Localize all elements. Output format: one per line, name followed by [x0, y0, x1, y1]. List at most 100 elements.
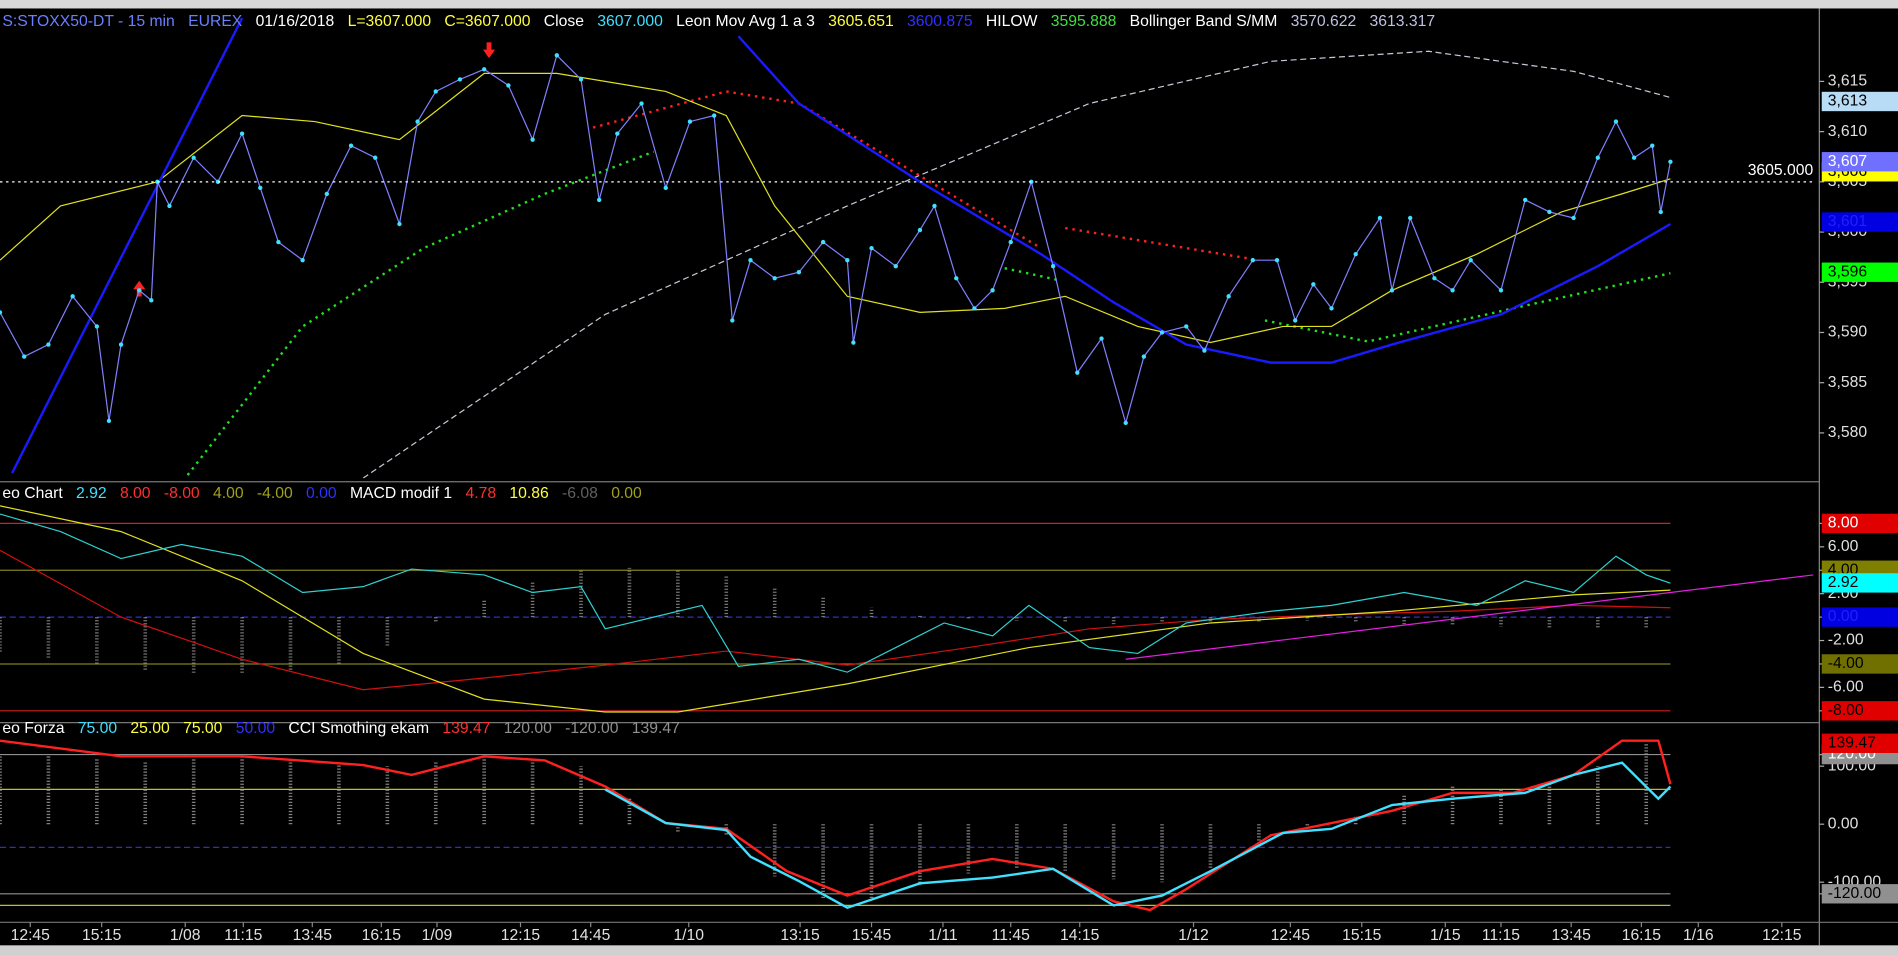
- price-point: [239, 131, 245, 136]
- price-point: [772, 276, 777, 281]
- price-tag: [1821, 152, 1898, 172]
- legend-item: 3570.622: [1291, 13, 1357, 30]
- legend-item: Bollinger Band S/MM: [1130, 13, 1278, 30]
- x-tick-label: 12:45: [11, 927, 51, 944]
- legend-item: 10.86: [509, 485, 549, 502]
- price-point: [1595, 155, 1600, 160]
- price-tag-label: 3,613: [1828, 93, 1868, 110]
- legend-item: 3600.875: [907, 13, 973, 30]
- price-point: [1008, 239, 1013, 245]
- x-tick-label: 12:45: [1271, 927, 1311, 944]
- x-tick-label: 1/10: [673, 927, 704, 944]
- price-tag-label: 3,607: [1828, 153, 1867, 170]
- price-tag-label: -120.00: [1828, 885, 1882, 902]
- price-point: [106, 418, 112, 424]
- scrollbar[interactable]: [0, 945, 1898, 955]
- x-tick-label: 1/08: [170, 927, 201, 944]
- x-tick-label: 1/11: [928, 927, 957, 944]
- price-point: [1050, 264, 1056, 269]
- legend-item: 01/16/2018: [256, 13, 335, 30]
- reference-label: 3605.000: [1748, 162, 1814, 179]
- price-point: [596, 197, 602, 203]
- legend-item: 3605.651: [828, 13, 894, 30]
- legend-item: EUREX: [188, 13, 243, 30]
- y-tick-label: 3,610: [1828, 123, 1868, 140]
- price-point: [1123, 420, 1128, 426]
- legend-item: 3595.888: [1051, 13, 1117, 30]
- price-tag: [1821, 513, 1898, 534]
- price-tag: [1821, 573, 1898, 593]
- price-point: [1184, 324, 1189, 329]
- price-point: [1432, 276, 1437, 281]
- x-tick-label: 12:15: [1762, 927, 1802, 944]
- price-point: [70, 294, 75, 299]
- price-point: [1311, 282, 1316, 287]
- price-point: [578, 77, 584, 82]
- price-tag-label: -4.00: [1828, 655, 1864, 672]
- series-line: [0, 739, 1672, 912]
- price-point: [397, 221, 402, 227]
- legend-item: -4.00: [257, 485, 293, 502]
- legend-item: 4.78: [465, 485, 496, 502]
- y-tick-label: -2.00: [1828, 632, 1864, 649]
- price-point: [1226, 294, 1231, 299]
- price-point: [1650, 143, 1655, 148]
- price-point: [415, 119, 420, 124]
- price-point: [0, 310, 3, 315]
- legend-item: -6.08: [562, 485, 598, 502]
- price-point: [94, 324, 100, 329]
- x-tick-label: 1/16: [1683, 927, 1714, 944]
- legend-item: 25.00: [130, 720, 170, 737]
- price-point: [276, 239, 281, 245]
- series-line: [362, 50, 1671, 479]
- price-point: [1293, 318, 1298, 323]
- price-point: [167, 203, 172, 209]
- price-tag: [1821, 212, 1898, 232]
- y-tick-label: 3,590: [1828, 324, 1868, 341]
- price-point: [687, 119, 693, 124]
- price-tag-label: -8.00: [1828, 702, 1864, 719]
- price-point: [1408, 215, 1413, 221]
- price-point: [1075, 370, 1080, 375]
- y-tick-label: 3,580: [1828, 424, 1868, 441]
- price-point: [917, 227, 923, 233]
- price-point: [1329, 306, 1334, 311]
- series-line: [0, 72, 1671, 344]
- x-tick-label: 13:45: [1552, 927, 1592, 944]
- x-tick-label: 13:45: [293, 927, 333, 944]
- price-point: [639, 101, 644, 106]
- price-point: [869, 245, 874, 251]
- price-point: [457, 77, 463, 82]
- x-tick-label: 15:15: [82, 927, 122, 944]
- toolbar[interactable]: [0, 0, 1898, 9]
- price-point: [324, 191, 330, 197]
- price-tag: [1821, 262, 1898, 282]
- price-point: [22, 354, 27, 359]
- price-point: [972, 306, 977, 311]
- price-point: [663, 185, 668, 191]
- price-point: [1631, 155, 1637, 160]
- legend-item: eo Forza: [2, 720, 64, 737]
- price-point: [1547, 209, 1552, 215]
- price-point: [258, 185, 263, 191]
- x-tick-label: 15:45: [852, 927, 892, 944]
- series-line: [11, 17, 1672, 474]
- price-point: [1613, 119, 1619, 124]
- price-point: [433, 89, 438, 94]
- legend-item: Leon Mov Avg 1 a 3: [676, 13, 815, 30]
- price-tag: [1821, 607, 1898, 627]
- price-point: [796, 270, 802, 275]
- legend-item: L=3607.000: [348, 13, 432, 30]
- x-tick-label: 11:15: [224, 927, 262, 944]
- price-point: [932, 203, 937, 209]
- price-point: [1274, 257, 1280, 263]
- price-tag-label: 139.47: [1828, 734, 1876, 751]
- price-point: [149, 298, 154, 303]
- series-line: [604, 761, 1672, 910]
- legend-item: C=3607.000: [444, 13, 530, 30]
- price-point: [348, 143, 354, 148]
- series-line: [0, 549, 1671, 691]
- pane: [0, 17, 1673, 479]
